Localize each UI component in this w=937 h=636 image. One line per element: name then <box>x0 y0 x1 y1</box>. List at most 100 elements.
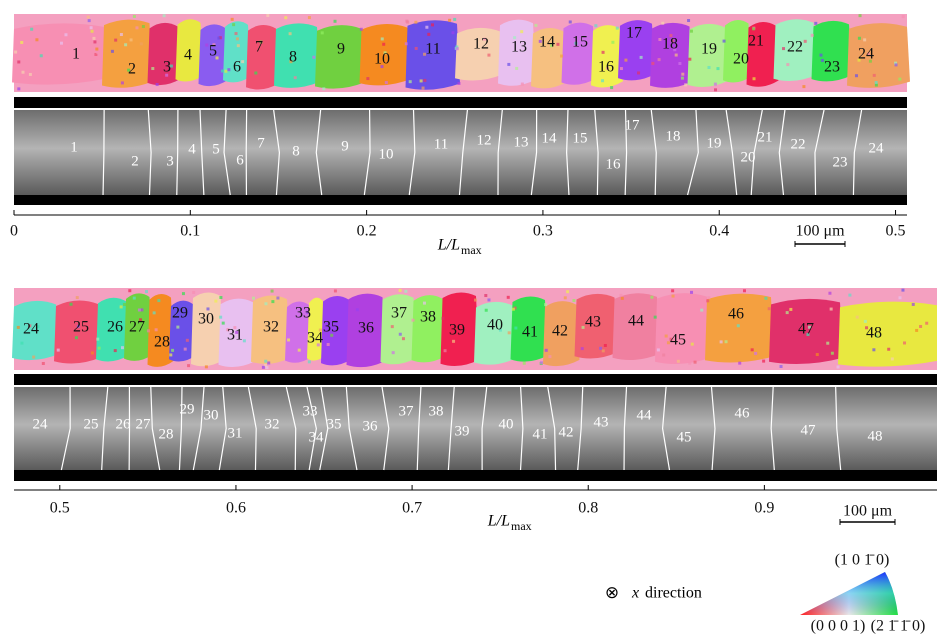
noise <box>17 60 20 63</box>
noise <box>392 351 395 354</box>
noise <box>187 364 190 367</box>
noise <box>620 67 623 70</box>
legend-text: direction <box>645 585 702 602</box>
noise <box>334 20 337 23</box>
noise <box>752 27 755 30</box>
noise <box>415 47 418 50</box>
grain-label: 31 <box>227 327 243 344</box>
x-tick-label: 0.6 <box>226 500 246 517</box>
x-tick-label: 0.1 <box>180 223 200 240</box>
grain-label: 29 <box>172 305 188 322</box>
grain-region <box>274 23 320 87</box>
noise <box>837 366 840 369</box>
noise <box>616 27 619 30</box>
grain-label-sem: 3 <box>166 153 174 169</box>
grain-label-sem: 6 <box>236 152 244 168</box>
noise <box>312 56 315 59</box>
noise <box>675 54 678 57</box>
noise <box>457 82 460 85</box>
noise <box>205 365 208 368</box>
noise <box>123 303 126 306</box>
grain-label: 14 <box>539 34 555 51</box>
noise <box>20 342 23 345</box>
grain-label: 15 <box>572 34 588 51</box>
noise <box>287 338 290 341</box>
grain-label-sem: 10 <box>379 146 394 162</box>
noise <box>873 74 876 77</box>
noise <box>681 77 684 80</box>
grain-label: 23 <box>824 59 840 76</box>
grain-region <box>650 23 693 88</box>
noise <box>507 63 510 66</box>
noise <box>382 43 385 46</box>
grain-label-sem: 32 <box>265 416 280 432</box>
grain-label: 40 <box>487 317 503 334</box>
noise <box>786 63 789 66</box>
noise <box>684 83 687 86</box>
x-tick-label: 0.9 <box>754 500 774 517</box>
noise <box>690 291 693 294</box>
noise <box>92 37 95 40</box>
noise <box>135 26 138 29</box>
grain-label-sem: 27 <box>136 416 152 432</box>
noise <box>176 326 179 329</box>
legend: ⊗ x direction (1 0 1̄ 0) (0 0 0 1) (2 1̄… <box>605 552 925 635</box>
noise <box>171 349 174 352</box>
noise <box>70 303 73 306</box>
noise <box>485 309 488 312</box>
grain-label: 24 <box>858 46 874 63</box>
noise <box>782 47 785 50</box>
noise <box>681 73 684 76</box>
noise <box>665 335 668 338</box>
x-tick-label: 0.5 <box>50 500 70 517</box>
noise <box>409 80 412 83</box>
grain-label-sem: 1 <box>70 139 78 155</box>
grain-label: 26 <box>107 319 123 336</box>
grain-label: 30 <box>198 311 214 328</box>
noise <box>88 19 91 22</box>
grain-label-sem: 15 <box>573 130 588 146</box>
noise <box>214 300 217 303</box>
noise <box>121 346 124 349</box>
x-tick-label: 0 <box>10 223 18 240</box>
black-bar <box>14 374 937 385</box>
noise <box>474 299 477 302</box>
ipf-top-label: (1 0 1̄ 0) <box>835 552 890 569</box>
noise <box>566 290 569 293</box>
noise <box>192 291 195 294</box>
grain-label: 17 <box>626 25 642 42</box>
noise <box>714 88 717 91</box>
noise <box>672 295 675 298</box>
grain-label: 48 <box>866 325 882 342</box>
noise <box>334 289 337 292</box>
grain-label-sem: 37 <box>399 403 415 419</box>
noise <box>619 294 622 297</box>
noise <box>484 294 487 297</box>
noise <box>32 356 35 359</box>
noise <box>556 43 559 46</box>
noise <box>138 308 141 311</box>
noise <box>594 24 597 27</box>
noise <box>903 341 906 344</box>
noise <box>544 303 547 306</box>
noise <box>431 23 434 26</box>
grain-label-sem: 4 <box>188 141 196 157</box>
ipf-triangle-overlay <box>800 572 898 615</box>
noise <box>205 44 208 47</box>
noise <box>75 336 78 339</box>
noise <box>17 326 20 329</box>
noise <box>677 360 680 363</box>
noise <box>399 289 402 292</box>
noise <box>224 70 227 73</box>
noise <box>863 38 866 41</box>
noise <box>875 81 878 84</box>
noise <box>898 78 901 81</box>
noise <box>423 302 426 305</box>
noise <box>140 42 143 45</box>
grain-label-sem: 30 <box>204 407 219 423</box>
grain-label-sem: 31 <box>228 425 243 441</box>
grain-label: 20 <box>733 51 749 68</box>
grain-label-sem: 20 <box>741 149 756 165</box>
grain-label-sem: 45 <box>677 429 692 445</box>
noise <box>548 355 551 358</box>
